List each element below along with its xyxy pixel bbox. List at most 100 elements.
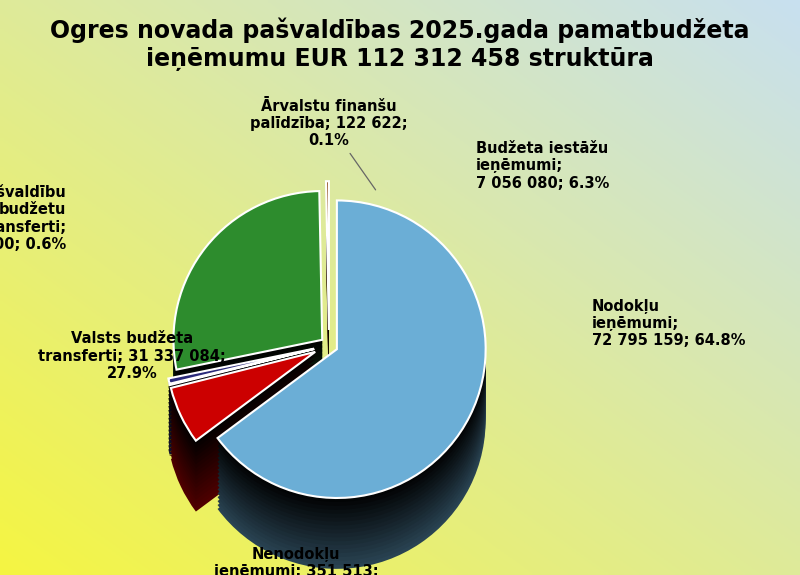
Wedge shape: [326, 248, 329, 397]
Wedge shape: [168, 380, 314, 415]
Wedge shape: [171, 360, 315, 448]
Wedge shape: [174, 235, 322, 413]
Wedge shape: [168, 412, 314, 447]
Wedge shape: [170, 357, 314, 393]
Text: Ogres novada pašvaldības 2025.gada pamatbudžeta
ieņēmumu EUR 112 312 458 struktū: Ogres novada pašvaldības 2025.gada pamat…: [50, 17, 750, 71]
Wedge shape: [218, 216, 486, 513]
Wedge shape: [168, 369, 314, 404]
Wedge shape: [171, 415, 315, 504]
Text: Valsts budžeta
transferti; 31 337 084;
27.9%: Valsts budžeta transferti; 31 337 084; 2…: [38, 331, 226, 381]
Wedge shape: [171, 380, 315, 468]
Wedge shape: [326, 240, 329, 389]
Wedge shape: [174, 199, 322, 378]
Wedge shape: [168, 348, 314, 384]
Wedge shape: [170, 381, 314, 416]
Wedge shape: [218, 244, 486, 541]
Wedge shape: [218, 248, 486, 545]
Wedge shape: [174, 258, 322, 436]
Wedge shape: [170, 349, 314, 385]
Wedge shape: [171, 391, 315, 480]
Text: Nenodokļu
ieņēmumi; 351 513;
0.3%: Nenodokļu ieņēmumi; 351 513; 0.3%: [214, 547, 378, 575]
Wedge shape: [168, 416, 314, 451]
Wedge shape: [170, 353, 314, 389]
Wedge shape: [170, 373, 314, 409]
Wedge shape: [218, 255, 486, 553]
Wedge shape: [174, 238, 322, 417]
Wedge shape: [326, 217, 329, 365]
Wedge shape: [326, 185, 329, 334]
Wedge shape: [326, 189, 329, 338]
Wedge shape: [326, 213, 329, 362]
Wedge shape: [171, 403, 315, 492]
Text: Pašvaldību
budžetu
transferti;
650 000; 0.6%: Pašvaldību budžetu transferti; 650 000; …: [0, 185, 66, 252]
Wedge shape: [218, 263, 486, 561]
Wedge shape: [326, 252, 329, 401]
Wedge shape: [168, 400, 314, 435]
Wedge shape: [168, 361, 314, 396]
Text: Budžeta iestāžu
ieņēmumi;
7 056 080; 6.3%: Budžeta iestāžu ieņēmumi; 7 056 080; 6.3…: [476, 141, 609, 191]
Wedge shape: [168, 372, 314, 407]
Wedge shape: [218, 252, 486, 549]
Wedge shape: [168, 352, 314, 388]
Wedge shape: [326, 221, 329, 369]
Wedge shape: [170, 365, 314, 401]
Wedge shape: [218, 208, 486, 506]
Wedge shape: [168, 420, 314, 455]
Wedge shape: [218, 259, 486, 557]
Wedge shape: [218, 212, 486, 510]
Wedge shape: [171, 363, 315, 453]
Wedge shape: [171, 388, 315, 476]
Wedge shape: [171, 395, 315, 484]
Wedge shape: [171, 352, 315, 440]
Wedge shape: [171, 367, 315, 457]
Wedge shape: [174, 218, 322, 397]
Wedge shape: [170, 408, 314, 444]
Wedge shape: [174, 254, 322, 432]
Wedge shape: [174, 242, 322, 421]
Wedge shape: [168, 392, 314, 427]
Wedge shape: [326, 224, 329, 373]
Wedge shape: [168, 376, 314, 411]
Wedge shape: [168, 384, 314, 419]
Wedge shape: [326, 193, 329, 342]
Wedge shape: [174, 214, 322, 393]
Wedge shape: [174, 195, 322, 374]
Wedge shape: [171, 375, 315, 464]
Wedge shape: [218, 236, 486, 534]
Wedge shape: [168, 408, 314, 443]
Wedge shape: [174, 250, 322, 429]
Wedge shape: [326, 201, 329, 350]
Wedge shape: [326, 209, 329, 358]
Wedge shape: [326, 181, 329, 330]
Wedge shape: [171, 419, 315, 508]
Wedge shape: [174, 191, 322, 370]
Wedge shape: [171, 399, 315, 488]
Wedge shape: [171, 423, 315, 512]
Wedge shape: [174, 207, 322, 385]
Wedge shape: [218, 201, 486, 498]
Wedge shape: [326, 232, 329, 381]
Wedge shape: [171, 371, 315, 461]
Wedge shape: [218, 220, 486, 518]
Wedge shape: [174, 223, 322, 401]
Wedge shape: [218, 224, 486, 522]
Wedge shape: [170, 377, 314, 413]
Wedge shape: [170, 392, 314, 428]
Wedge shape: [174, 262, 322, 440]
Wedge shape: [326, 205, 329, 354]
Wedge shape: [218, 228, 486, 526]
Wedge shape: [168, 388, 314, 423]
Wedge shape: [170, 420, 314, 456]
Wedge shape: [174, 246, 322, 425]
Wedge shape: [218, 204, 486, 502]
Wedge shape: [326, 236, 329, 385]
Wedge shape: [170, 388, 314, 424]
Wedge shape: [170, 400, 314, 436]
Wedge shape: [170, 416, 314, 452]
Wedge shape: [171, 407, 315, 496]
Wedge shape: [218, 232, 486, 530]
Wedge shape: [168, 365, 314, 400]
Wedge shape: [326, 244, 329, 393]
Wedge shape: [171, 356, 315, 444]
Wedge shape: [170, 385, 314, 420]
